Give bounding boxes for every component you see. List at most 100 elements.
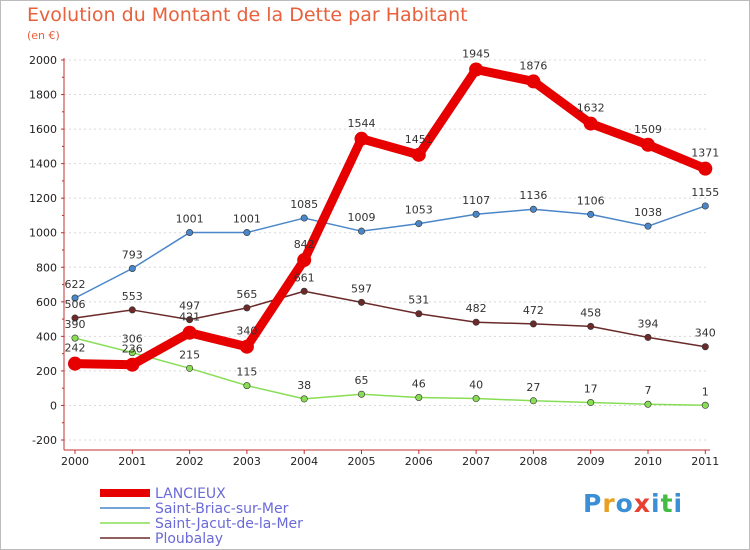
data-label: 390 (65, 318, 86, 331)
data-label: 7 (645, 384, 652, 397)
data-label: 531 (408, 294, 429, 307)
y-tick-label: -200 (32, 434, 57, 447)
data-point (529, 205, 537, 213)
data-point (128, 264, 136, 272)
data-point (300, 214, 308, 222)
data-point (587, 322, 595, 330)
data-point (701, 343, 709, 351)
y-tick-label: 600 (36, 296, 57, 309)
data-point (71, 294, 79, 302)
x-tick-label: 2003 (233, 455, 261, 468)
data-point (411, 147, 426, 162)
data-point (68, 356, 82, 371)
data-label: 1107 (462, 194, 490, 207)
legend-label: LANCIEUX (155, 486, 226, 502)
data-point (472, 318, 480, 326)
x-tick-label: 2002 (176, 455, 204, 468)
data-point (357, 227, 365, 235)
data-point (125, 357, 140, 372)
logo-letter: i (673, 489, 684, 518)
x-tick-label: 2001 (118, 455, 146, 468)
chart-subtitle: (en €) (27, 29, 60, 42)
data-point (300, 395, 308, 403)
data-point (71, 314, 79, 322)
data-label: 1544 (348, 117, 376, 130)
data-label: 1 (702, 385, 709, 398)
data-point (128, 349, 136, 357)
data-label: 394 (638, 317, 659, 330)
data-point (239, 339, 254, 354)
data-label: 27 (526, 381, 540, 394)
y-tick-label: 0 (50, 399, 57, 412)
data-label: 1009 (348, 211, 376, 224)
x-tick-label: 2000 (61, 455, 89, 468)
data-point (71, 334, 79, 342)
x-tick-label: 2008 (519, 455, 547, 468)
data-label: 1085 (290, 198, 318, 211)
x-tick-label: 2010 (634, 455, 662, 468)
x-tick-label: 2011 (691, 455, 719, 468)
data-label: 597 (351, 282, 372, 295)
data-label: 1038 (634, 206, 662, 219)
data-label: 306 (122, 333, 143, 346)
data-point (297, 253, 312, 268)
data-label: 17 (584, 383, 598, 396)
data-point (182, 325, 197, 340)
data-label: 340 (695, 327, 716, 340)
data-label: 661 (294, 271, 315, 284)
data-label: 1451 (405, 133, 433, 146)
data-label: 1155 (691, 186, 719, 199)
legend-label: Saint-Briac-sur-Mer (155, 501, 289, 517)
data-label: 215 (179, 348, 200, 361)
data-label: 565 (236, 288, 257, 301)
data-point (415, 220, 423, 228)
data-point (243, 229, 251, 237)
data-label: 38 (297, 379, 311, 392)
data-point (701, 202, 709, 210)
data-point (529, 397, 537, 405)
series-line-lancieux (70, 65, 710, 370)
data-point (415, 310, 423, 318)
data-label: 1632 (577, 102, 605, 115)
data-label: 1509 (634, 123, 662, 136)
data-label: 65 (355, 374, 369, 387)
data-label: 1001 (233, 213, 261, 226)
data-point (243, 382, 251, 390)
data-point (357, 298, 365, 306)
data-label: 340 (236, 325, 257, 338)
data-label: 458 (580, 306, 601, 319)
data-label: 46 (412, 378, 426, 391)
x-tick-label: 2006 (405, 455, 433, 468)
data-label: 482 (466, 302, 487, 315)
data-label: 421 (179, 311, 200, 324)
data-label: 242 (65, 342, 86, 355)
logo-letter: x (633, 489, 651, 518)
y-tick-label: 200 (36, 365, 57, 378)
data-point (644, 400, 652, 408)
data-label: 1053 (405, 204, 433, 217)
data-label: 115 (236, 366, 257, 379)
data-point (641, 137, 655, 152)
data-point (698, 161, 713, 176)
logo-letter: P (583, 489, 603, 518)
data-point (186, 316, 194, 324)
data-label: 472 (523, 304, 544, 317)
y-tick-label: 1600 (29, 123, 57, 136)
data-point (469, 62, 484, 77)
data-label: 842 (294, 238, 315, 251)
data-label: 553 (122, 290, 143, 303)
data-label: 506 (65, 298, 86, 311)
data-point (472, 210, 480, 218)
data-point (415, 394, 423, 402)
data-label: 1106 (577, 194, 605, 207)
data-point (701, 401, 709, 409)
data-label: 497 (179, 300, 200, 313)
logo-letter: o (615, 489, 634, 518)
series-line-saint-jacut-de-la-mer (74, 337, 707, 407)
series-line-ploubalay (74, 290, 707, 348)
data-label: 1945 (462, 48, 490, 61)
y-tick-label: 1400 (29, 158, 57, 171)
series-line-saint-briac-sur-mer (74, 205, 707, 299)
